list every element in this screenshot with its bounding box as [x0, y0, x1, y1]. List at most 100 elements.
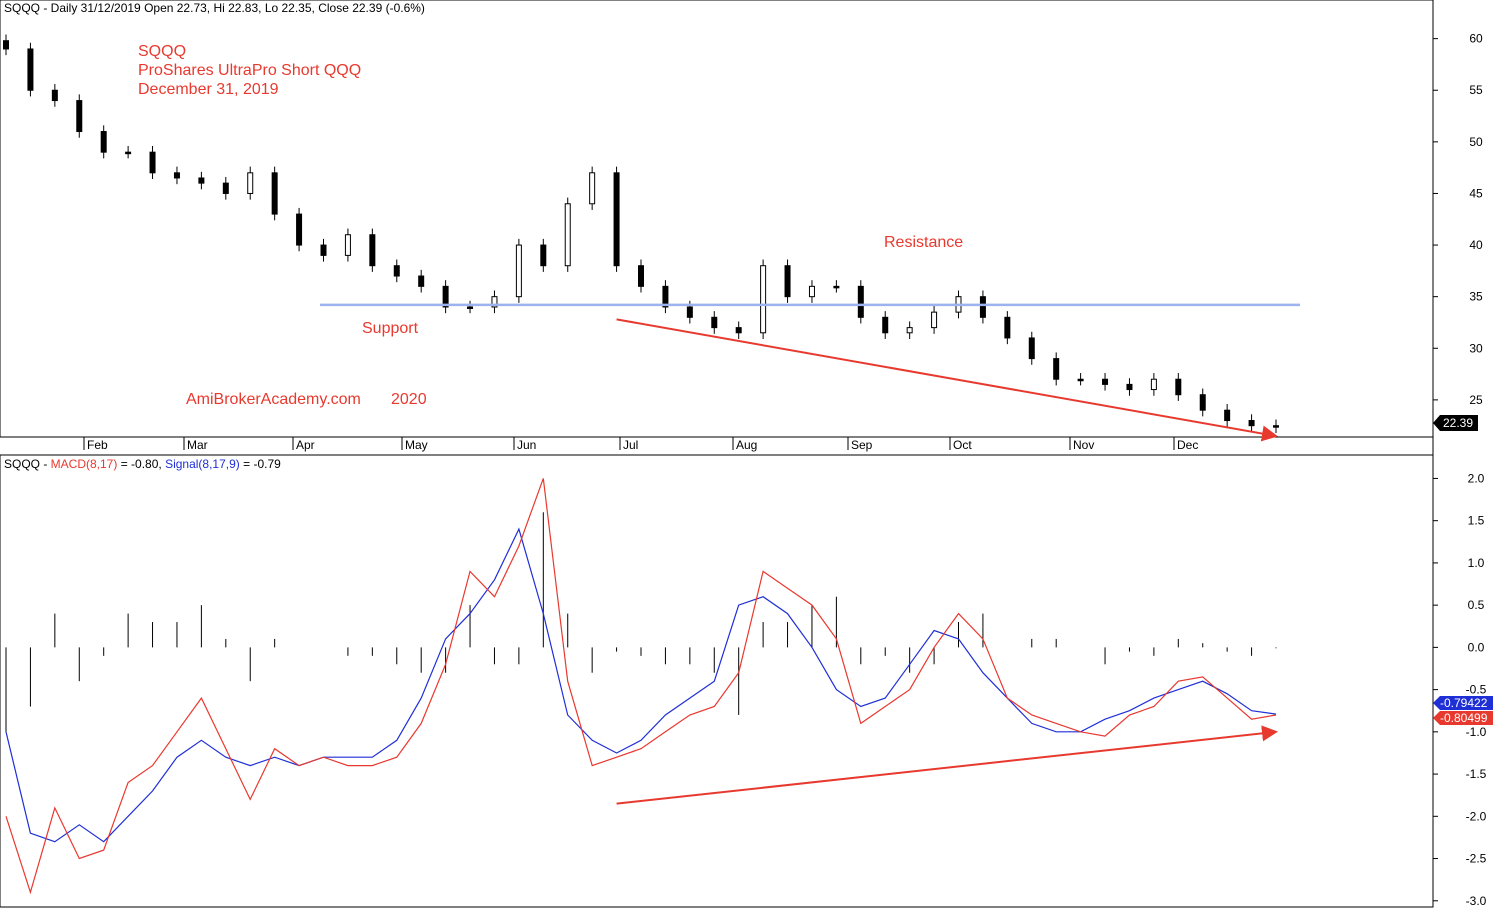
candle-body [271, 172, 278, 215]
macd-y-tick-label: -2.0 [1466, 809, 1487, 823]
month-tick-label: Mar [187, 438, 208, 452]
macd-y-tick-label: 2.0 [1468, 471, 1485, 485]
macd-histogram [5, 512, 1277, 732]
candle-body [540, 244, 547, 267]
macd-header-ticker: SQQQ - [4, 457, 51, 471]
macd-header-signal: Signal(8,17,9) [165, 457, 240, 471]
candle-body [1053, 358, 1060, 380]
price-header: SQQQ - Daily 31/12/2019 Open 22.73, Hi 2… [4, 1, 425, 15]
macd-y-tick-label: -3.0 [1466, 894, 1487, 908]
month-tick-label: Feb [87, 438, 108, 452]
candle-body [857, 285, 864, 318]
candle-body [515, 244, 522, 298]
price-y-tick-label: 55 [1469, 83, 1483, 97]
signal-value-text: -0.79422 [1440, 696, 1488, 710]
candle-body [100, 131, 107, 153]
candle-body [1199, 394, 1206, 411]
candle-body [1150, 378, 1157, 391]
candle-body [418, 275, 425, 287]
candle-body [760, 265, 767, 334]
candle-body [442, 285, 449, 308]
signal-value-label: -0.79422 [1433, 696, 1493, 710]
candle-body [1224, 409, 1231, 422]
price-trendline [616, 318, 1278, 442]
candle-body [393, 265, 400, 277]
annotation-support: Support [362, 320, 419, 337]
chart-lines [5, 303, 1300, 895]
month-tick-label: Jul [623, 438, 638, 452]
candle-body [491, 296, 498, 308]
annotation-watermark: AmiBrokerAcademy.com [186, 391, 361, 408]
last-close-label: 22.39 [1433, 415, 1478, 431]
candle-body [931, 311, 938, 329]
macd-line [5, 478, 1277, 895]
price-y-tick-label: 25 [1469, 393, 1483, 407]
candle-body [1102, 378, 1109, 385]
month-tick-label: Jun [517, 438, 536, 452]
candle-body [198, 177, 205, 184]
candle-body [1004, 316, 1011, 339]
candle-body [27, 48, 34, 91]
macd-header: SQQQ - MACD(8,17) = -0.80, Signal(8,17,9… [4, 457, 281, 471]
macd-y-tick-label: 1.5 [1468, 514, 1485, 528]
price-y-tick-label: 35 [1469, 290, 1483, 304]
candle-body [833, 285, 840, 289]
macd-y-tick-label: -1.0 [1466, 725, 1487, 739]
candle-body [808, 285, 815, 298]
macd-y-tick-label: -2.5 [1466, 852, 1487, 866]
candle-body [296, 213, 303, 246]
annotation-year: 2020 [391, 391, 427, 408]
month-tick-label: Nov [1073, 438, 1094, 452]
candle-body [222, 182, 229, 194]
candle-body [1248, 420, 1255, 427]
macd-header-macd: MACD(8,17) [51, 457, 118, 471]
macd-value-text: -0.80499 [1440, 711, 1488, 725]
month-tick-label: Sep [851, 438, 873, 452]
price-y-tick-label: 45 [1469, 186, 1483, 200]
candle-body [149, 151, 156, 174]
candle-body [662, 285, 669, 308]
month-tick-label: May [405, 438, 428, 452]
price-y-axis: 25 30 35 40 45 50 55 60 [1433, 32, 1483, 407]
macd-y-tick-label: -0.5 [1466, 683, 1487, 697]
candle-body [784, 265, 791, 298]
macd-y-tick-label: 0.0 [1468, 640, 1485, 654]
month-tick-label: Oct [953, 438, 972, 452]
price-y-tick-label: 50 [1469, 135, 1483, 149]
candle-body [320, 244, 327, 256]
price-y-tick-label: 40 [1469, 238, 1483, 252]
candle-body [686, 306, 693, 318]
macd-y-tick-label: -1.5 [1466, 767, 1487, 781]
macd-y-axis: -3.0 -2.5 -2.0 -1.5 -1.0 -0.5 0.0 0.5 1.0 1.5 2.0 [1433, 471, 1487, 908]
signal-line [5, 527, 1277, 843]
month-tick-label: Apr [296, 438, 315, 452]
price-y-tick-label: 30 [1469, 341, 1483, 355]
candle-body [613, 172, 620, 267]
price-y-tick-label: 60 [1469, 32, 1483, 46]
last-close-text: 22.39 [1443, 416, 1473, 430]
annotation-title: SQQQ [138, 43, 186, 60]
annotation-date: December 31, 2019 [138, 81, 279, 98]
candle-body [3, 40, 9, 50]
macd-y-tick-label: 1.0 [1468, 556, 1485, 570]
candle-body [247, 172, 254, 194]
candle-body [1028, 337, 1035, 360]
candle-body [1077, 378, 1084, 382]
price-candles [3, 34, 1279, 434]
candle-body [76, 100, 83, 133]
candle-body [906, 327, 913, 334]
candle-body [638, 265, 644, 287]
macd-header-signal-val: = -0.79 [240, 457, 281, 471]
candle-body [1175, 378, 1182, 396]
x-axis-months: Feb Mar Apr May Jun Jul Aug Sep Oct Nov Dec [83, 437, 1198, 452]
month-tick-label: Aug [736, 438, 757, 452]
macd-trendline [616, 725, 1278, 805]
candle-body [51, 89, 58, 102]
candle-body [589, 172, 596, 205]
month-tick-label: Dec [1177, 438, 1198, 452]
macd-y-tick-label: 0.5 [1468, 598, 1485, 612]
macd-pane-frame [0, 454, 1434, 908]
candle-body [735, 327, 742, 334]
candle-body [173, 172, 180, 179]
